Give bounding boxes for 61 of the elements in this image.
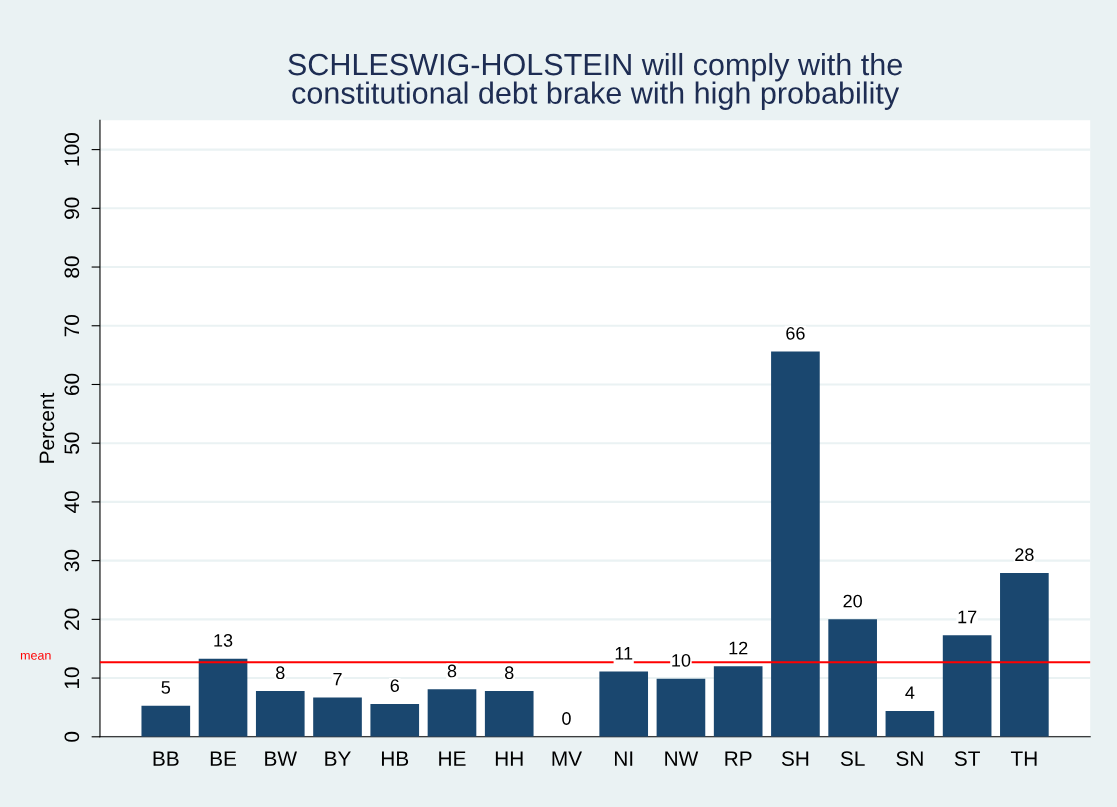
data-label: 0: [562, 712, 571, 725]
bar: [771, 351, 820, 737]
y-tick-label: 50: [64, 432, 80, 454]
x-tick-label: NI: [614, 751, 633, 766]
bar: [1000, 572, 1049, 737]
y-tick-label: 30: [64, 549, 80, 572]
bar: [942, 635, 992, 737]
x-tick-label: BE: [210, 751, 237, 766]
x-tick-label: RP: [725, 751, 752, 766]
data-label: 28: [1015, 548, 1034, 562]
bar: [656, 678, 706, 737]
x-tick-label: ST: [954, 751, 980, 766]
data-label: 13: [214, 634, 233, 647]
data-label: 7: [333, 672, 342, 686]
data-label: 17: [958, 610, 977, 624]
x-tick-label: BY: [325, 751, 351, 766]
data-label: 20: [843, 594, 862, 608]
bar: [713, 666, 763, 737]
bar: [599, 671, 649, 737]
x-tick-label: TH: [1010, 751, 1037, 766]
x-tick-label: BB: [153, 751, 179, 766]
y-tick-label: 90: [64, 197, 80, 219]
data-label: 66: [786, 326, 805, 340]
data-label: 4: [905, 686, 915, 699]
bar: [141, 705, 191, 737]
data-label: 5: [161, 681, 171, 694]
y-tick-label: 100: [64, 133, 80, 166]
y-tick-label: 80: [64, 256, 80, 278]
y-tick-label: 20: [64, 608, 80, 630]
data-label: 8: [447, 664, 457, 678]
bar: [427, 689, 477, 737]
data-label: 10: [672, 653, 691, 667]
y-tick-label: 70: [64, 314, 80, 337]
chart-title: SCHLESWIG-HOLSTEIN will comply with the constitutional debt brake with high probability: [288, 52, 902, 110]
data-label: 8: [276, 666, 285, 680]
bar: [828, 619, 877, 737]
ref-line-label: mean: [20, 652, 51, 660]
y-tick-label: 10: [64, 667, 80, 689]
bar: [255, 690, 305, 737]
x-tick-label: HE: [439, 751, 466, 766]
x-tick-label: MV: [552, 751, 582, 766]
data-label: 8: [504, 666, 514, 680]
data-label: 12: [729, 641, 748, 655]
y-tick-label: 60: [64, 373, 80, 396]
y-axis-title: Percent: [39, 392, 55, 463]
x-tick-label: SH: [781, 751, 809, 766]
bar: [313, 697, 362, 737]
data-label: 6: [390, 679, 399, 693]
bar: [484, 690, 534, 737]
data-label: 11: [615, 647, 633, 660]
x-tick-label: NW: [665, 751, 699, 766]
bar: [198, 658, 248, 737]
bar: [885, 710, 935, 737]
bar: [370, 703, 420, 737]
y-tick-label: 0: [64, 731, 80, 742]
x-tick-label: HB: [381, 751, 409, 766]
x-tick-label: SN: [896, 751, 923, 766]
x-tick-label: SL: [840, 751, 865, 766]
x-tick-label: BW: [265, 751, 297, 766]
x-tick-label: HH: [495, 751, 523, 766]
y-tick-label: 40: [64, 491, 80, 514]
